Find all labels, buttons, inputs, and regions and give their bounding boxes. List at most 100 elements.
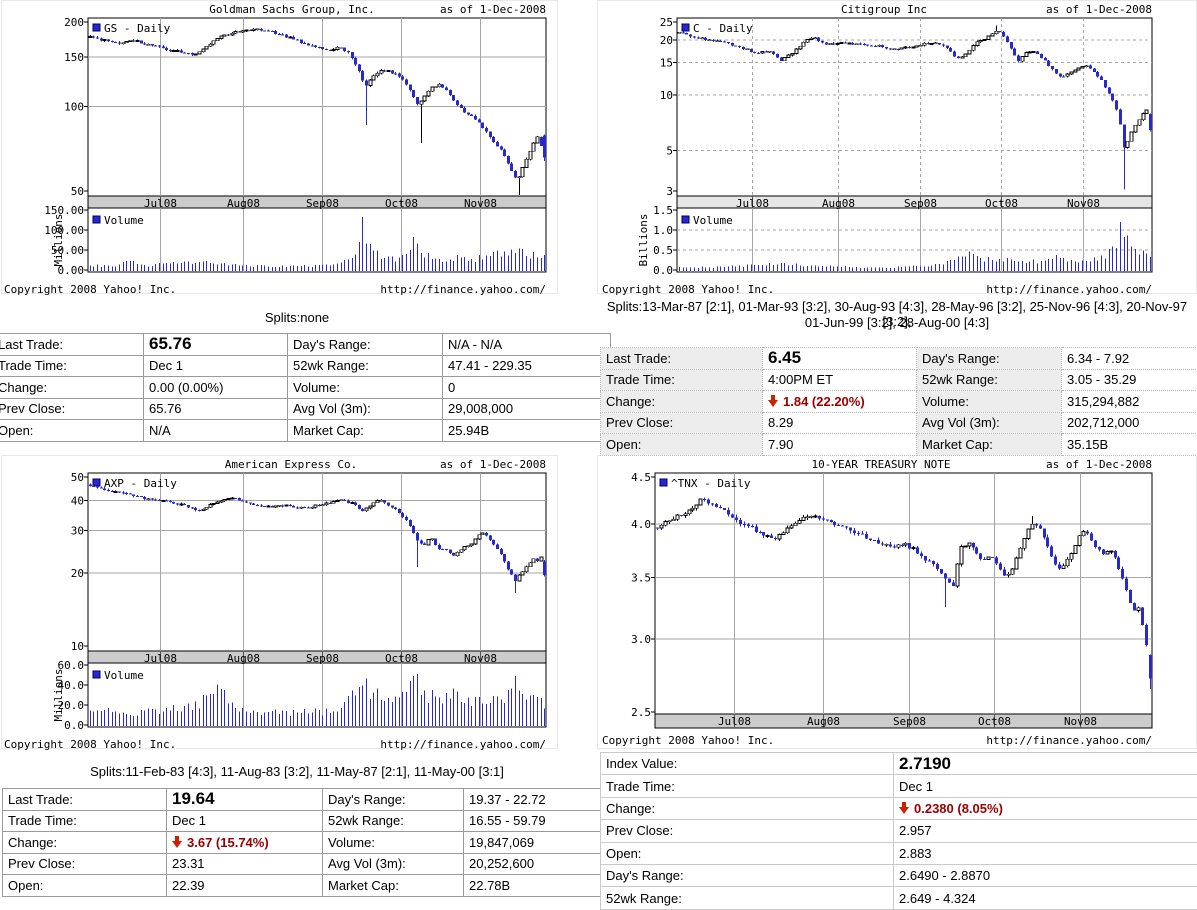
x-axis-month-label: Nov08 bbox=[1064, 715, 1097, 728]
volume-axis-tick-label: 1.5 bbox=[653, 204, 673, 217]
field-label: Day's Range: bbox=[322, 788, 464, 811]
field-label: Change: bbox=[0, 376, 144, 399]
y-axis-tick-label: 150 bbox=[64, 51, 84, 64]
axp-splits-text: Splits:11-Feb-83 [4:3], 11-Aug-83 [3:2],… bbox=[90, 764, 504, 779]
field-label: Avg Vol (3m): bbox=[322, 852, 464, 875]
table-row: 52wk Range: 2.649 - 4.324 bbox=[600, 886, 1197, 910]
x-axis-month-label: Aug08 bbox=[227, 197, 260, 210]
y-axis-tick-label: 200 bbox=[64, 16, 84, 29]
source-url-text: http://finance.yahoo.com/ bbox=[380, 283, 546, 296]
y-axis-tick-label: 2.5 bbox=[631, 706, 651, 719]
gs-splits-text: Splits:none bbox=[264, 310, 330, 325]
volume-axis-tick-label: 150.00 bbox=[44, 204, 84, 217]
field-label: Prev Close: bbox=[2, 852, 167, 875]
table-row: Last Trade: 65.76 bbox=[0, 333, 296, 356]
volume-legend-label: Volume bbox=[693, 214, 733, 227]
field-value: 29,008,000 bbox=[442, 397, 611, 420]
field-label: Last Trade: bbox=[600, 347, 763, 370]
x-axis-month-label: Sep08 bbox=[306, 652, 339, 665]
chart-as-of-date: as of 1-Dec-2008 bbox=[1046, 3, 1152, 16]
chart-as-of-date: as of 1-Dec-2008 bbox=[440, 3, 546, 16]
field-value: 16.55 - 59.79 bbox=[463, 809, 613, 832]
y-axis-tick-label: 100 bbox=[64, 101, 84, 114]
field-label: Last Trade: bbox=[0, 333, 144, 356]
field-label: Change: bbox=[600, 796, 894, 821]
volume-unit-label: Millions bbox=[52, 214, 65, 267]
x-axis-month-label: Sep08 bbox=[904, 197, 937, 210]
source-url-text: http://finance.yahoo.com/ bbox=[380, 738, 546, 751]
table-row: Day's Range: 2.6490 - 2.8870 bbox=[600, 863, 1197, 888]
y-axis-tick-label: 4.5 bbox=[631, 471, 651, 484]
volume-axis-tick-label: 50.00 bbox=[51, 244, 84, 257]
x-axis-month-label: Nov08 bbox=[1067, 197, 1100, 210]
field-label: Change: bbox=[2, 831, 167, 854]
volume-axis-tick-label: 0.0 bbox=[653, 264, 673, 277]
volume-axis-tick-label: 0.00 bbox=[58, 264, 85, 277]
field-label: Volume: bbox=[916, 390, 1062, 413]
x-axis-month-label: Jul08 bbox=[144, 652, 177, 665]
field-label: Day's Range: bbox=[600, 863, 894, 888]
x-axis-month-label: Jul08 bbox=[718, 715, 751, 728]
field-label: Trade Time: bbox=[600, 368, 763, 391]
volume-unit-label: Billions bbox=[637, 214, 650, 267]
y-axis-tick-label: 10 bbox=[660, 89, 673, 102]
field-value: 19.64 bbox=[166, 788, 330, 811]
field-value: Dec 1 bbox=[143, 354, 296, 377]
field-label: Avg Vol (3m): bbox=[287, 397, 443, 420]
field-label: Open: bbox=[600, 433, 763, 456]
volume-axis-tick-label: 60.0 bbox=[58, 659, 85, 672]
table-row: Avg Vol (3m): 202,712,000 bbox=[916, 411, 1197, 434]
chart-as-of-date: as of 1-Dec-2008 bbox=[1046, 458, 1152, 471]
x-axis-month-label: Sep08 bbox=[306, 197, 339, 210]
table-row: Trade Time: Dec 1 bbox=[2, 809, 330, 832]
down-arrow-icon bbox=[899, 801, 910, 814]
y-axis-tick-label: 20 bbox=[660, 34, 673, 47]
field-value: 20,252,600 bbox=[463, 852, 613, 875]
y-axis-tick-label: 50 bbox=[71, 185, 84, 198]
tnx-quote-table: Index Value: 2.7190 Trade Time: Dec 1 Change… bbox=[600, 751, 1197, 910]
c-splits-text-line2: 01-Jun-99 [3:2], 28-Aug-00 [4:3] bbox=[804, 315, 990, 330]
field-value: 23.31 bbox=[166, 852, 330, 875]
field-value: 35.15B bbox=[1061, 433, 1197, 456]
field-value: 2.649 - 4.324 bbox=[893, 886, 1197, 910]
y-axis-tick-label: 15 bbox=[660, 57, 673, 70]
volume-axis-tick-label: 40.0 bbox=[58, 679, 85, 692]
table-row: Prev Close: 2.957 bbox=[600, 819, 1197, 843]
field-label: Market Cap: bbox=[322, 874, 464, 897]
field-value: 65.76 bbox=[143, 397, 296, 420]
field-label: Prev Close: bbox=[600, 819, 894, 843]
field-value: 315,294,882 bbox=[1061, 390, 1197, 413]
table-row: Last Trade: 19.64 bbox=[2, 788, 330, 811]
field-label: Market Cap: bbox=[287, 419, 443, 442]
volume-axis-tick-label: 0.0 bbox=[64, 719, 84, 732]
table-row: Open: N/A bbox=[0, 419, 296, 442]
field-label: Open: bbox=[0, 419, 144, 442]
chart-image-tnx: 10-YEAR TREASURY NOTE as of 1-Dec-2008 4.5… bbox=[602, 458, 1153, 747]
down-arrow-icon bbox=[172, 835, 183, 848]
field-value: 22.78B bbox=[463, 874, 613, 897]
x-axis-month-label: Aug08 bbox=[227, 652, 260, 665]
volume-axis-tick-label: 20.0 bbox=[58, 699, 85, 712]
field-label: Trade Time: bbox=[0, 354, 144, 377]
x-axis-month-label: Oct08 bbox=[385, 652, 418, 665]
table-row: Index Value: 2.7190 bbox=[600, 751, 1197, 776]
table-row: Trade Time: 4:00PM ET bbox=[600, 368, 923, 391]
field-label: 52wk Range: bbox=[600, 886, 894, 910]
field-value: 202,712,000 bbox=[1061, 411, 1197, 434]
table-row: Open: 2.883 bbox=[600, 841, 1197, 865]
table-row: Open: 22.39 bbox=[2, 874, 330, 897]
x-axis-month-label: Oct08 bbox=[978, 715, 1011, 728]
table-row: Prev Close: 65.76 bbox=[0, 397, 296, 420]
field-label: Change: bbox=[600, 390, 763, 413]
copyright-text: Copyright 2008 Yahoo! Inc. bbox=[4, 738, 176, 751]
table-row: Volume: 0 bbox=[287, 376, 611, 399]
x-axis-month-label: Sep08 bbox=[893, 715, 926, 728]
volume-unit-label: Millions bbox=[52, 669, 65, 722]
field-value: 2.7190 bbox=[893, 751, 1197, 776]
copyright-text: Copyright 2008 Yahoo! Inc. bbox=[4, 283, 176, 296]
field-value: 65.76 bbox=[143, 333, 296, 356]
source-url-text: http://finance.yahoo.com/ bbox=[986, 734, 1152, 747]
field-value: 19.37 - 22.72 bbox=[463, 788, 613, 811]
y-axis-tick-label: 10 bbox=[71, 640, 84, 653]
y-axis-tick-label: 3 bbox=[666, 185, 673, 198]
